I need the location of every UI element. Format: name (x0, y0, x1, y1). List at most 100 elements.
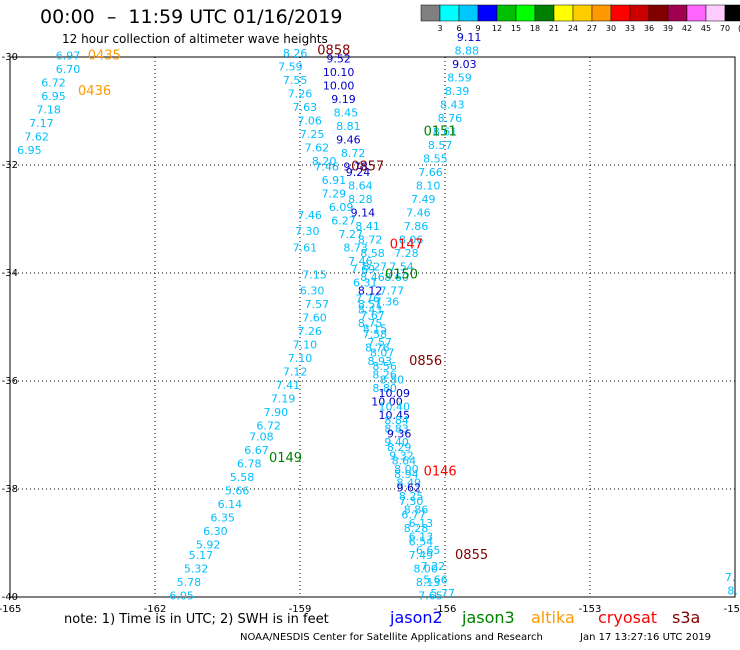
wave-height-value: 7.15 (302, 268, 327, 281)
colorbar-label: 36 (644, 24, 654, 33)
colorbar-label: 6 (456, 24, 461, 33)
credit-org: NOAA/NESDIS Center for Satellite Applica… (240, 632, 543, 643)
wave-height-value: 7.12 (283, 366, 308, 379)
wave-height-value: 8.76 (438, 112, 463, 125)
colorbar-label: 30 (606, 24, 616, 33)
wave-height-value: 8.06 (399, 233, 424, 246)
wave-height-value: 8.28 (404, 522, 429, 535)
time-label: 0856 (409, 354, 442, 369)
wave-height-value: 8.94 (394, 468, 419, 481)
wave-height-value: 7.59 (278, 61, 303, 74)
legend-cryosat: cryosat (598, 608, 658, 627)
wave-height-value: 7.18 (36, 104, 61, 117)
x-tick-label: -150 (724, 604, 740, 615)
wave-height-value: 7.08 (249, 430, 274, 443)
wave-height-value: 7.41 (276, 379, 301, 392)
wave-height-value: 8.20 (312, 155, 337, 168)
wave-height-value: 7.69 (351, 263, 376, 276)
time-label: 0857 (351, 159, 384, 174)
colorbar-label: 45 (701, 24, 711, 33)
wave-height-value: 8.49 (397, 476, 422, 489)
x-tick-label: -153 (579, 604, 602, 615)
wave-height-value: 5.77 (430, 587, 455, 600)
wave-height-value: 7.17 (29, 117, 54, 130)
colorbar-swatch (724, 4, 740, 22)
wave-height-value: 8.60 (384, 271, 409, 284)
y-tick-label: -34 (2, 268, 18, 279)
wave-height-value: 8.64 (392, 455, 417, 468)
wave-height-value: 8.29 (387, 441, 412, 454)
wave-height-value: 8.51 (358, 298, 383, 311)
wave-height-value: 6.13 (409, 517, 434, 530)
wave-height-value: 7.62 (24, 131, 49, 144)
wave-height-value: 7.61 (293, 241, 318, 254)
wave-height-value: 7.19 (271, 393, 296, 406)
wave-height-value: 7.54 (389, 260, 414, 273)
time-label: 0435 (88, 49, 121, 64)
y-tick-label: -40 (2, 592, 18, 603)
wave-height-value: 7.76 (355, 293, 380, 306)
wave-height-value: 9.40 (384, 436, 409, 449)
wave-height-value: 9.46 (336, 133, 361, 146)
colorbar-swatch (553, 4, 574, 22)
wave-height-value: 7.29 (322, 187, 347, 200)
colorbar-swatch (705, 4, 726, 22)
wave-height-value: 8.45 (334, 106, 359, 119)
wave-height-value: 6.97 (56, 50, 81, 63)
wave-height-value: 6.30 (203, 525, 228, 538)
wave-height-value: 7.27 (339, 228, 364, 241)
wave-height-value: 6.09 (329, 201, 354, 214)
wave-height-value: 5.17 (189, 549, 214, 562)
wave-height-value: 6.78 (237, 457, 262, 470)
wave-height-value: 8.58 (360, 247, 385, 260)
wave-height-value: 8.00 (394, 463, 419, 476)
note-text: note: 1) Time is in UTC; 2) SWH is in fe… (64, 612, 329, 627)
wave-height-value: 5.78 (177, 576, 202, 589)
wave-height-value: 9.19 (331, 93, 356, 106)
colorbar-label: 15 (511, 24, 521, 33)
legend-s3a: s3a (672, 608, 701, 627)
wave-height-value: 7.28 (394, 247, 419, 260)
wave-height-value: 7.63 (293, 101, 318, 114)
y-tick-label: -38 (2, 484, 18, 495)
wave-height-value: 8.86 (404, 503, 429, 516)
wave-height-value: 8.27 (363, 260, 388, 273)
wave-height-value: 9.03 (452, 58, 477, 71)
wave-height-value: 8.80 (380, 374, 405, 387)
wave-height-value: 10.40 (379, 401, 411, 414)
wave-height-value: 8.07 (370, 347, 395, 360)
legend-jason3: jason3 (462, 608, 515, 627)
wave-height-value: 8.15 (363, 322, 388, 335)
wave-height-value: 7.67 (360, 309, 385, 322)
wave-height-value: 8.43 (358, 304, 383, 317)
wave-height-value: 6.65 (416, 544, 441, 557)
y-tick-label: -30 (2, 52, 18, 63)
wave-height-value: 8.84 (384, 414, 409, 427)
time-label: 0146 (424, 465, 457, 480)
wave-height-value: 7.26 (297, 325, 322, 338)
wave-height-value: 7.06 (297, 115, 322, 128)
wave-height-value: 8.81 (336, 120, 361, 133)
wave-height-value: 8.64 (348, 179, 373, 192)
wave-height-value: 8.26 (372, 368, 397, 381)
colorbar-swatch (458, 4, 479, 22)
colorbar-swatch (610, 4, 631, 22)
wave-height-value: 8.00 (413, 563, 438, 576)
colorbar-label: 12 (492, 24, 502, 33)
wave-height-value: 7.10 (288, 352, 313, 365)
colorbar-swatch (686, 4, 707, 22)
wave-height-value: 6.72 (256, 420, 281, 433)
colorbar-swatch (629, 4, 650, 22)
colorbar-label: 42 (682, 24, 692, 33)
legend-altika: altika (531, 608, 575, 627)
wave-height-value: 9.36 (387, 428, 412, 441)
wave-height-value: 8.12 (358, 285, 383, 298)
colorbar-swatch (534, 4, 555, 22)
wave-height-value: 10.10 (323, 66, 355, 79)
wave-height-value: 7.36 (375, 295, 400, 308)
colorbar-swatch (572, 4, 593, 22)
wave-height-value: 9.32 (389, 449, 414, 462)
wave-height-value: 6.54 (409, 536, 434, 549)
wave-height-value: 10.00 (323, 79, 355, 92)
